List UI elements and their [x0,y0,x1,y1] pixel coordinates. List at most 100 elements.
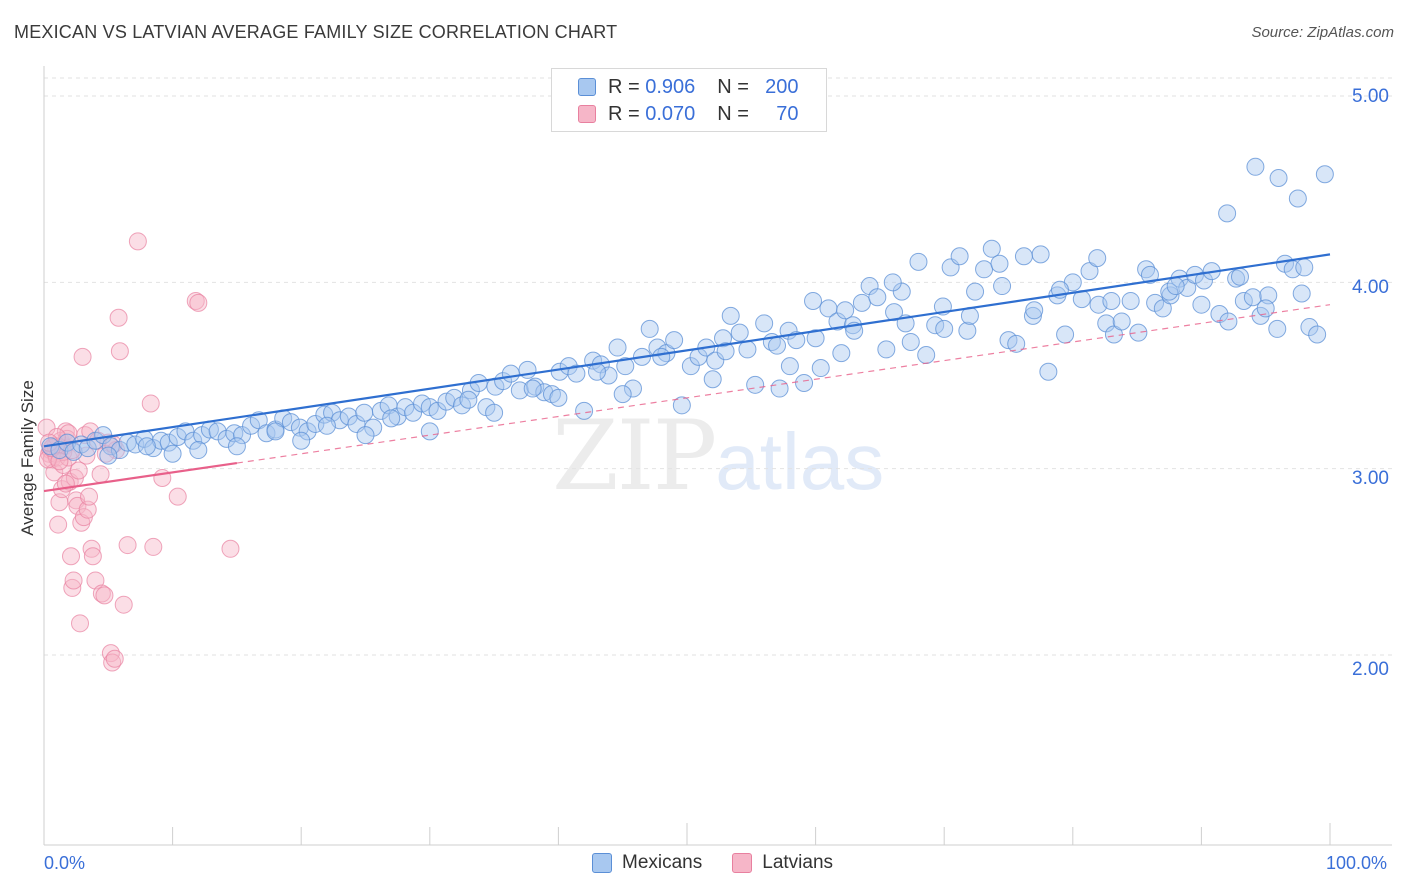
latvians-point [114,595,133,614]
mexicans-swatch [578,78,596,96]
mexicans-point [1039,362,1058,381]
mexicans-point [501,364,520,383]
mexicans-point [227,437,246,456]
mexicans-point [1031,245,1050,264]
latvians-point [118,536,137,555]
mexicans-point [382,409,401,428]
mexicans-point [716,342,735,361]
mexicans-point [1288,189,1307,208]
mexicans-point [652,347,671,366]
mexicans-point [163,444,182,463]
latvians-point [189,293,208,312]
mexicans-point [567,364,586,383]
mexicans-swatch [592,853,612,873]
mexicans-point [958,321,977,340]
x-tick-label: 100.0% [1326,853,1388,873]
latvians-swatch [732,853,753,873]
mexicans-point [99,446,118,465]
mexicans-point [339,407,358,426]
mexicans-point [535,383,554,402]
legend-item-mexicans: Mexicans [592,852,702,874]
mexicans-point [623,379,642,398]
mexicans-point [868,288,887,307]
mexicans-point [1102,291,1121,310]
mexicans-point [1292,284,1311,303]
y-tick-label: 2.00 [1352,659,1389,680]
mexicans-point [152,431,171,450]
latvians-point [82,539,101,558]
n-label: N = [717,75,749,98]
mexicans-point [298,422,317,441]
mexicans-point [738,340,757,359]
mexicans-point [648,338,667,357]
n-label: N = [717,102,749,125]
mexicans-point [613,385,632,404]
mexicans-point [883,273,902,292]
mexicans-point [159,433,178,452]
latvians-point [144,537,163,556]
mexicans-point [292,431,311,450]
n-value: 70 [776,102,799,125]
correlation-legend: R = 0.906 N = 200 R = 0.070 N = 70 [551,68,827,132]
mexicans-point [966,282,985,301]
mexicans-point [176,422,195,441]
latvians-point [83,547,102,566]
r-label: R = [608,102,640,125]
mexicans-point [768,336,787,355]
mexicans-point [137,437,156,456]
latvians-point [95,586,114,605]
legend-label: Latvians [762,852,834,873]
mexicans-point [993,277,1012,296]
mexicans-point [681,357,700,376]
mexicans-point [811,359,830,378]
mexicans-point [730,323,749,342]
mexicans-point [885,303,904,322]
mexicans-point [526,377,545,396]
mexicans-point [1315,165,1334,184]
latvians-point [63,578,82,597]
latvians-point [141,394,160,413]
legend-label: Mexicans [622,852,703,873]
mexicans-point [356,426,375,445]
mexicans-point [982,239,1001,258]
chart-title: MEXICAN VS LATVIAN AVERAGE FAMILY SIZE C… [14,22,618,42]
mexicans-point [281,413,300,432]
mexicans-point [935,319,954,338]
mexicans-point [445,388,464,407]
latvians-point [105,649,124,668]
mexicans-point [1192,295,1211,314]
mexicans-point [575,401,594,420]
mexicans-point [1140,265,1159,284]
mexicans-point [1230,267,1249,286]
latvians-point [86,571,105,590]
y-axis-label: Average Family Size [18,380,37,536]
mexicans-point [1166,277,1185,296]
latvians-point [78,500,97,519]
latvians-point [37,418,56,437]
mexicans-point [364,418,383,437]
latvians-trend-line [43,461,238,493]
series-legend: Mexicans Latvians [592,852,863,874]
mexicans-point [1300,318,1319,337]
r-value: 0.070 [645,102,696,125]
mexicans-point [1219,312,1238,331]
mexicans-point [233,426,252,445]
mexicans-point [836,301,855,320]
latvians-point [80,487,99,506]
mexicans-point [746,375,765,394]
mexicans-point [703,370,722,389]
mexicans-point [950,247,969,266]
n-value: 200 [765,75,799,98]
mexicans-point [50,441,69,460]
watermark: ZIPatlas [552,400,884,512]
mexicans-point [126,435,145,454]
mexicans-point [917,346,936,365]
mexicans-point [1056,325,1075,344]
mexicans-point [909,252,928,271]
mexicans-point [388,407,407,426]
mexicans-point [1218,204,1237,223]
mexicans-point [1112,312,1131,331]
latvians-point [221,539,240,558]
mexicans-point [459,390,478,409]
